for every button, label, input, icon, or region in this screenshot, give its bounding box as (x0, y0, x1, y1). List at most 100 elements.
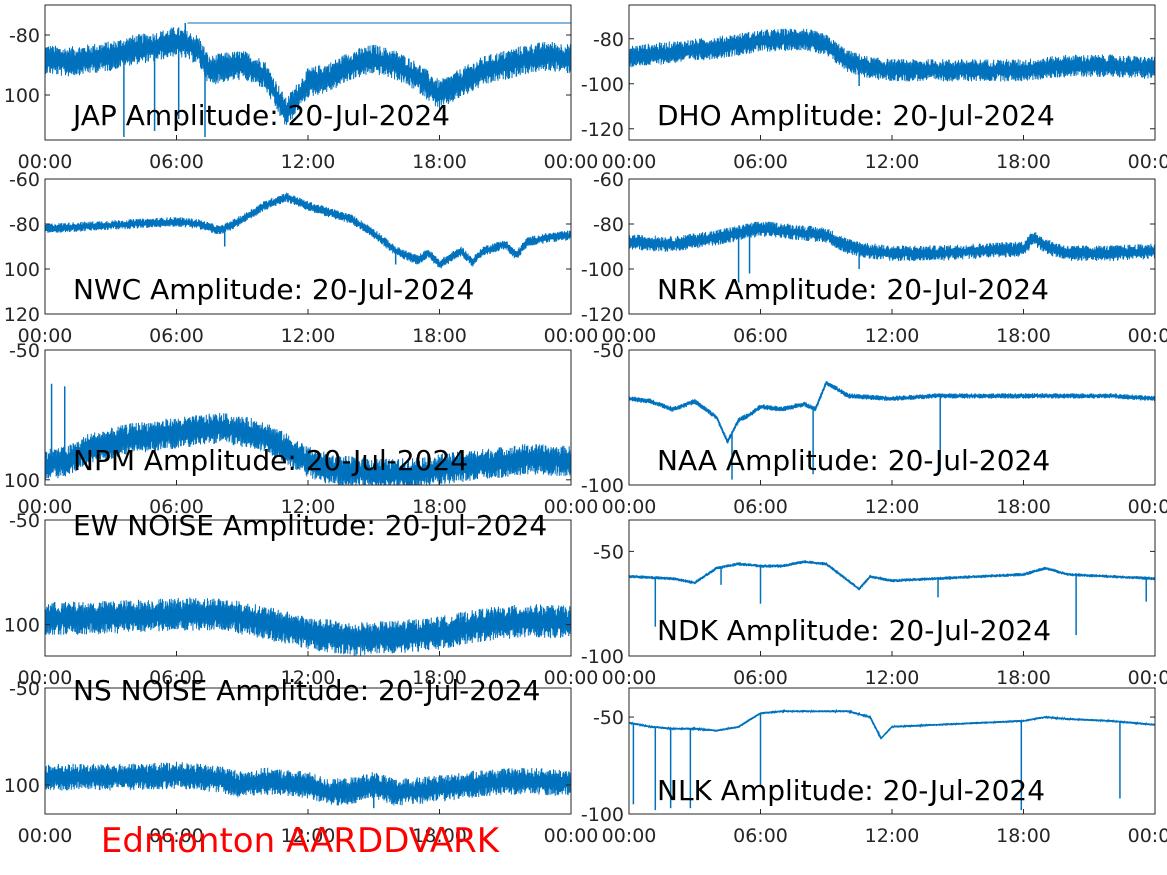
y-tick-label: -60 (593, 169, 624, 191)
x-tick-label: 18:00 (412, 151, 467, 173)
x-tick-label: 00:00 (602, 496, 657, 518)
x-tick-label: 00:00 (544, 496, 599, 518)
x-tick-label: 00:00 (1128, 667, 1167, 689)
x-tick-label: 00:00 (602, 825, 657, 847)
chart-title: NPM Amplitude: 20-Jul-2024 (73, 444, 468, 477)
series-line (45, 597, 571, 656)
chart-panel-0: -80 100 00:00 06:00 12:00 18:00 00:00 JAP Ampli… (4, 4, 599, 173)
x-tick-label: 00:00 (1128, 151, 1167, 173)
x-tick-label: 18:00 (996, 496, 1051, 518)
x-tick-label: 00:00 (544, 667, 599, 689)
y-tick-label: -60 (9, 169, 40, 191)
x-tick-label: 18:00 (996, 151, 1051, 173)
y-tick-label: -100 (581, 804, 624, 826)
x-tick-label: 00:00 (544, 825, 599, 847)
series-trend-line (629, 227, 1155, 255)
x-tick-label: 12:00 (281, 825, 336, 847)
y-tick-label: -80 (593, 214, 624, 236)
y-tick-label: -80 (593, 29, 624, 51)
series-trend-line (629, 38, 1155, 72)
x-tick-label: 12:00 (281, 667, 336, 689)
series-trend-line (45, 427, 571, 476)
series-line (629, 221, 1155, 262)
chart-title: EW NOISE Amplitude: 20-Jul-2024 (73, 509, 547, 542)
series-line (629, 381, 1155, 444)
x-tick-label: 06:00 (733, 496, 788, 518)
x-tick-label: 06:00 (733, 325, 788, 347)
chart-panel-1: -80-100-12000:0006:0012:0018:0000:00DHO … (581, 4, 1167, 173)
x-tick-label: 00:00 (544, 325, 599, 347)
chart-title: NRK Amplitude: 20-Jul-2024 (657, 273, 1049, 306)
x-tick-label: 12:00 (865, 151, 920, 173)
y-tick-label: -50 (9, 510, 40, 532)
x-tick-label: 06:00 (149, 496, 204, 518)
x-tick-label: 00:00 (1128, 825, 1167, 847)
series-line (45, 192, 571, 269)
x-tick-label: 12:00 (281, 496, 336, 518)
y-tick-label: 100 (4, 259, 40, 281)
x-tick-label: 00:00 (18, 667, 73, 689)
y-tick-label: -50 (593, 541, 624, 563)
series-line (629, 708, 1155, 739)
y-tick-label: -100 (581, 74, 624, 96)
chart-panel-8: -50 100 00:00 06:00 12:00 18:00 00:00 NS NOISE … (4, 674, 599, 847)
series-trend-line (629, 381, 1155, 444)
y-tick-label: 100 (4, 615, 40, 637)
x-tick-label: 00:00 (1128, 325, 1167, 347)
x-tick-label: 18:00 (412, 667, 467, 689)
y-tick-label: -80 (9, 25, 40, 47)
x-tick-label: 00:00 (18, 151, 73, 173)
chart-panel-3: -60-80-100-12000:0006:0012:0018:0000:00N… (581, 169, 1167, 347)
y-tick-label: -100 (581, 259, 624, 281)
x-tick-label: 12:00 (281, 325, 336, 347)
chart-title: JAP Amplitude: 20-Jul-2024 (71, 99, 450, 132)
x-tick-label: 00:00 (544, 151, 599, 173)
y-tick-label: 100 (4, 85, 40, 107)
y-tick-label: 100 (4, 775, 40, 797)
y-tick-label: -100 (581, 475, 624, 497)
chart-title: NDK Amplitude: 20-Jul-2024 (657, 614, 1051, 647)
series-line (629, 28, 1155, 82)
y-tick-label: -100 (581, 646, 624, 668)
x-tick-label: 00:00 (18, 825, 73, 847)
series-trend-line (45, 40, 571, 115)
series-trend-line (45, 774, 571, 794)
x-tick-label: 18:00 (412, 325, 467, 347)
x-tick-label: 00:00 (602, 151, 657, 173)
y-tick-label: 120 (4, 304, 40, 326)
series-trend-line (629, 710, 1155, 740)
x-tick-label: 06:00 (733, 667, 788, 689)
x-tick-label: 18:00 (412, 496, 467, 518)
x-tick-label: 18:00 (996, 825, 1051, 847)
x-tick-label: 06:00 (149, 667, 204, 689)
x-tick-label: 06:00 (733, 151, 788, 173)
x-tick-label: 00:00 (18, 496, 73, 518)
chart-title: DHO Amplitude: 20-Jul-2024 (657, 99, 1055, 132)
x-tick-label: 12:00 (865, 325, 920, 347)
x-tick-label: 12:00 (865, 496, 920, 518)
x-tick-label: 06:00 (149, 325, 204, 347)
series-line (45, 761, 571, 806)
y-tick-label: -50 (593, 707, 624, 729)
x-tick-label: 18:00 (996, 667, 1051, 689)
x-tick-label: 12:00 (281, 151, 336, 173)
series-trend-line (45, 196, 571, 266)
x-tick-label: 12:00 (865, 667, 920, 689)
y-tick-label: -50 (593, 340, 624, 362)
x-tick-label: 06:00 (733, 825, 788, 847)
y-tick-label: 100 (4, 470, 40, 492)
series-trend-line (629, 561, 1155, 591)
x-tick-label: 00:00 (1128, 496, 1167, 518)
x-tick-label: 00:00 (602, 325, 657, 347)
series-trend-line (45, 613, 571, 641)
chart-title: NLK Amplitude: 20-Jul-2024 (657, 774, 1045, 807)
x-tick-label: 06:00 (149, 151, 204, 173)
x-tick-label: 18:00 (412, 825, 467, 847)
y-tick-label: -120 (581, 304, 624, 326)
